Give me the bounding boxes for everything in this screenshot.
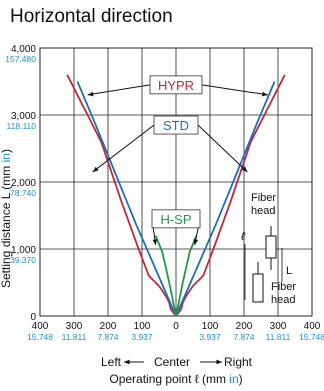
x-axis-title: Operating point ℓ (mm in) <box>109 372 242 386</box>
x-tick-label: 200 <box>236 321 253 332</box>
y-tick-label-in: 118.110 <box>7 121 37 131</box>
y-tick-label: 4,000 <box>11 44 36 55</box>
direction-left-arrow-head <box>124 359 130 365</box>
y-tick-label-in: 39.370 <box>10 255 36 265</box>
x-tick-label-in: 11.811 <box>62 332 87 342</box>
hypr-box <box>149 75 203 95</box>
series-line-hypr-left <box>66 74 177 317</box>
L-symbol: L <box>286 265 292 277</box>
std-arrow-left-head <box>92 166 99 172</box>
hsp-arrow-right-head <box>193 239 199 245</box>
hypr-label: HYPR <box>158 78 194 93</box>
direction-center-label: Center <box>154 355 190 369</box>
fiber-head-top-label-2: head <box>251 205 275 217</box>
series-line-h-sp-right <box>175 235 198 317</box>
y-tick-label: 3,000 <box>11 111 36 122</box>
hypr-arrow-right <box>201 84 268 96</box>
std-label: STD <box>163 118 189 133</box>
hsp-box <box>151 209 201 229</box>
y-tick-label: 1,000 <box>11 245 36 256</box>
x-tick-label-in: 7.874 <box>233 332 255 342</box>
x-tick-label: 400 <box>32 321 49 332</box>
x-tick-label: 100 <box>202 321 219 332</box>
y-tick-label-in: 78.740 <box>10 188 36 198</box>
x-tick-label-in: 3.937 <box>131 332 153 342</box>
y-tick-label: 2,000 <box>11 178 36 189</box>
series-line-std-right <box>175 81 276 317</box>
std-arrow-right-head <box>241 166 248 172</box>
fiber-head-bottom-label-2: head <box>271 294 295 306</box>
x-tick-label-in: 15.748 <box>27 332 53 342</box>
chart-title: Horizontal direction <box>10 6 173 27</box>
series-line-std-left <box>76 81 177 317</box>
hypr-arrow-left <box>87 84 151 96</box>
fiber-head-top-label-1: Fiber <box>251 192 276 204</box>
fiber-head-top-icon <box>265 235 277 259</box>
y-tick-label: 0 <box>30 312 36 323</box>
ell-symbol: ℓ <box>241 229 246 243</box>
hypr-arrow-right-head <box>261 91 268 97</box>
std-arrow-left <box>92 124 155 173</box>
series-line-h-sp-left <box>154 235 177 317</box>
hypr-arrow-left-head <box>87 91 94 97</box>
direction-right-label: Right <box>224 355 253 369</box>
fiber-head-bottom-icon <box>252 273 264 303</box>
x-tick-label-in: 7.874 <box>97 332 119 342</box>
x-tick-label: 300 <box>270 321 287 332</box>
x-tick-label-in: 15.748 <box>299 332 324 342</box>
hsp-label: H-SP <box>160 212 191 227</box>
x-tick-label: 100 <box>134 321 151 332</box>
x-tick-label: 300 <box>66 321 83 332</box>
hsp-arrow-left-head <box>152 239 158 245</box>
std-arrow-right <box>197 124 248 173</box>
x-tick-label-in: 3.937 <box>199 332 221 342</box>
x-tick-label: 0 <box>173 321 179 332</box>
direction-left-label: Left <box>101 355 122 369</box>
fiber-head-bottom-label-1: Fiber <box>271 281 296 293</box>
x-tick-label-in: 11.811 <box>266 332 291 342</box>
y-tick-label-in: 157.480 <box>5 54 36 64</box>
x-tick-label: 400 <box>304 321 321 332</box>
series-line-hypr-right <box>175 74 286 317</box>
y-axis-title: Setting distance L (mm in) <box>0 149 13 288</box>
direction-right-arrow-head <box>216 359 222 365</box>
std-box <box>153 115 199 135</box>
x-tick-label: 200 <box>100 321 117 332</box>
